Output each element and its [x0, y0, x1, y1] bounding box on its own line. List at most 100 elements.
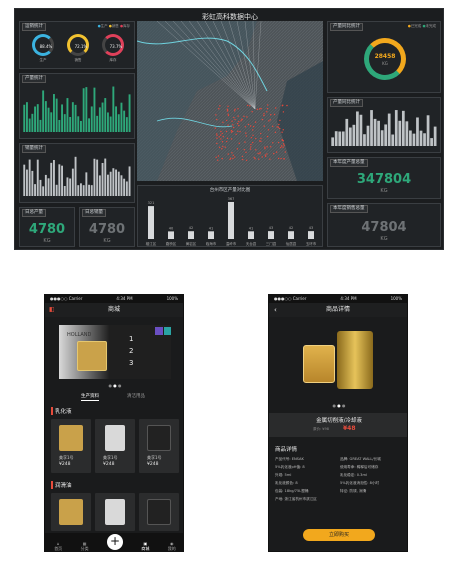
dashboard-title: 彩虹高科数据中心 [202, 13, 258, 21]
bar [109, 171, 112, 196]
product-card[interactable] [95, 493, 135, 531]
product-image-bucket [303, 345, 335, 383]
bar [66, 177, 69, 196]
product-card[interactable]: 美孚1号 ¥248 [95, 419, 135, 473]
bar-value-label: 40 [169, 226, 173, 230]
spec-item: 产品代号: ENSAK [275, 457, 304, 461]
gauge-production: 88.4% [32, 34, 54, 56]
bar [96, 159, 99, 196]
bar [88, 184, 90, 196]
bar [117, 171, 120, 196]
map-view[interactable] [137, 21, 323, 181]
tab-shop[interactable]: ▣ 商城 [141, 541, 150, 551]
product-image [147, 499, 171, 525]
bar [36, 104, 39, 132]
tab-cleaning[interactable]: 清洁用品 [127, 394, 145, 399]
city-bar [268, 231, 274, 239]
bar [42, 90, 45, 132]
bar-value-label: 42 [189, 226, 193, 230]
city-bar [308, 231, 314, 239]
bar [69, 178, 72, 196]
promo-banner[interactable]: HOLLAND 1 2 3 [59, 325, 171, 379]
spec-item: 5%乳化液pH值: 8 [275, 465, 305, 469]
donut-legend: ●已完成 ●未完成 [407, 24, 436, 28]
bar [53, 160, 55, 196]
product-card[interactable]: 美孚1号 ¥248 [139, 419, 179, 473]
product-image-drum [337, 331, 373, 389]
banner-badge-icon [155, 327, 163, 335]
yoy-line-panel: 产量同比统计 [327, 97, 441, 153]
bar-value-label: 42 [289, 226, 293, 230]
spec-row: 产品代号: ENSAK 品牌: GREAT WALL/长城 [275, 457, 405, 462]
page-title: 商品详情 [325, 306, 350, 313]
city-label: 玉环市 [306, 241, 317, 246]
bar [34, 184, 36, 196]
product-name-bar: 金属切削液/冷却液 原价: ¥98 ¥48 [269, 413, 407, 437]
spec-item: 5%乳化液消泡性: 8小时 [340, 481, 380, 485]
bar [61, 165, 63, 196]
bar [419, 130, 423, 146]
spec-item: 外观: 5ml [275, 473, 292, 477]
panel-title: 台州市区产量对比图 [209, 188, 251, 193]
bar [50, 162, 53, 196]
spec-row: 乳化液颜色: 8 5%乳化液消泡性: 8小时 [275, 481, 405, 486]
back-arrow-icon[interactable]: ‹ [274, 306, 277, 314]
city-bar-chart: 321 椒江区 40 路桥区 42 黄岩区 41 临海市 367 温岭市 41 天台县 43 三门县 42 仙… [146, 197, 317, 246]
bar [47, 107, 50, 132]
bar-value-label: 321 [148, 201, 155, 205]
bar-value-label: 41 [209, 226, 213, 230]
annual-sales-box: 本年度销售总量 47804 KG [327, 203, 441, 247]
user-icon: ◉ [170, 541, 174, 546]
city-bar [148, 206, 154, 239]
bar [34, 106, 36, 132]
product-image [59, 499, 83, 525]
spec-item: 使用寿命: 稀释后可储存 [340, 465, 379, 469]
bar [44, 101, 47, 132]
spec-item: 乳化稳定: 0.3ml [340, 473, 367, 477]
gauge-label: 生产 [39, 58, 47, 62]
bar [63, 186, 66, 196]
image-pager: ● ● ● [332, 403, 346, 408]
city-bar [288, 231, 294, 239]
city-label: 三门县 [266, 241, 277, 246]
product-card[interactable]: 美孚1号 ¥248 [51, 419, 91, 473]
bar [82, 185, 85, 196]
product-price: ¥248 [147, 462, 159, 467]
banner-step: 2 [129, 347, 134, 355]
add-button[interactable]: + [106, 534, 123, 550]
product-card[interactable] [139, 493, 179, 531]
bar [426, 115, 430, 146]
bar [93, 87, 96, 132]
tab-production[interactable]: 生产资料 [81, 394, 99, 401]
bar [123, 178, 126, 196]
product-name: 金属切削液/冷却液 [316, 418, 362, 424]
bar [370, 110, 373, 146]
section-title-emulsion: 乳化液 [51, 407, 72, 415]
daily-output-box: 日总产量 4780 KG [19, 207, 75, 247]
bar [373, 118, 377, 146]
city-label: 温岭市 [226, 241, 237, 246]
sales-bar-chart [23, 156, 131, 196]
production-chart-panel: 产量统计 [19, 73, 135, 139]
bar [433, 126, 437, 146]
city-label: 天台县 [246, 241, 257, 246]
bar [90, 185, 93, 196]
bar [345, 118, 349, 146]
bar [125, 181, 128, 196]
tab-category[interactable]: ▦ 分类 [80, 541, 89, 551]
tab-me[interactable]: ◉ 我的 [167, 541, 176, 551]
daily-output-value: 4780 [28, 222, 66, 237]
bar [31, 113, 34, 132]
tab-home[interactable]: ⌂ 首页 [54, 541, 63, 551]
spec-item: 产地: 浙江省杭州市滨江区 [275, 497, 317, 501]
bar-value-label: 43 [309, 226, 313, 230]
product-price: ¥48 [343, 425, 356, 432]
buy-now-button[interactable]: 立即购买 [303, 529, 375, 541]
menu-icon[interactable]: ◧ [49, 306, 55, 313]
bar [74, 156, 77, 196]
daily-sales-value: 4780 [88, 222, 126, 237]
product-card[interactable] [51, 493, 91, 531]
old-price: 原价: ¥98 [313, 427, 329, 431]
bar [80, 183, 82, 196]
production-bar-chart [23, 86, 131, 132]
